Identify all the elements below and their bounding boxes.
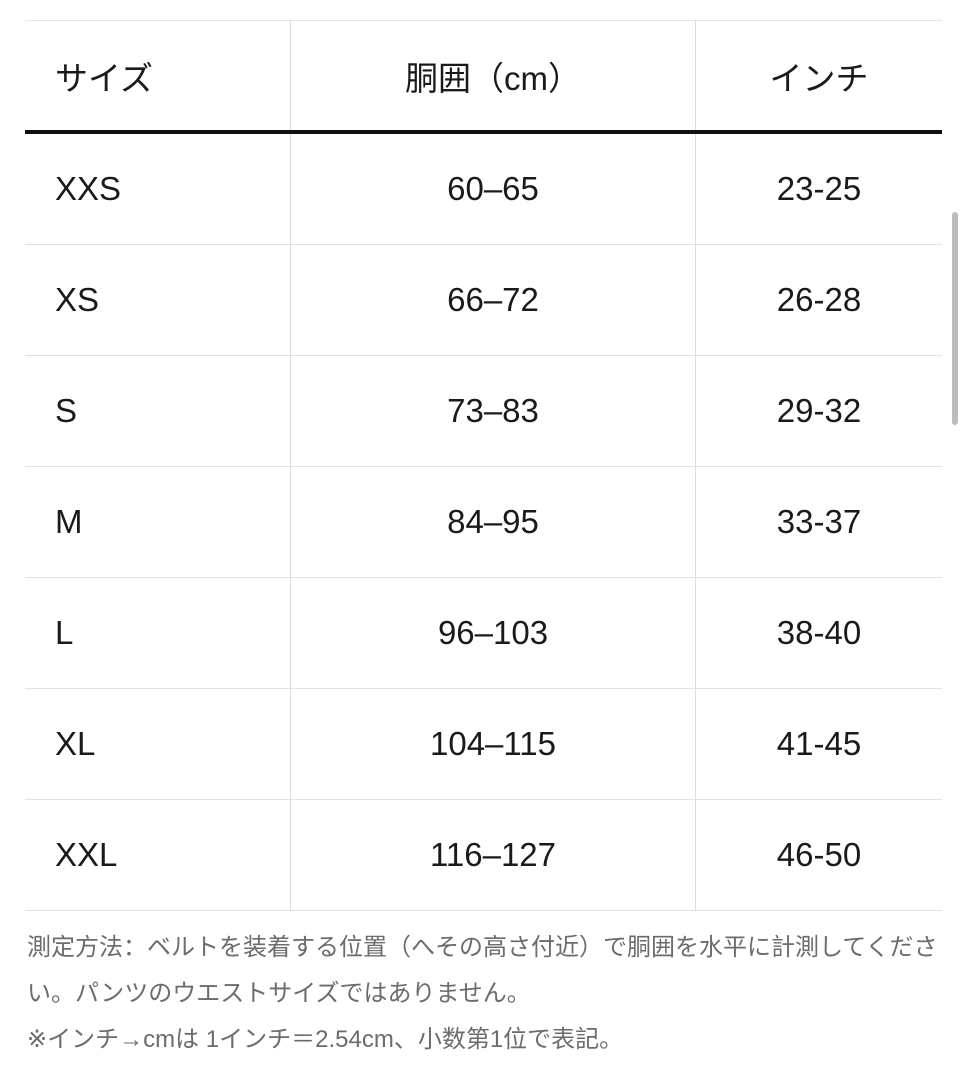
header-waist-cm: 胴囲（cm）	[291, 21, 696, 130]
table-header-row: サイズ 胴囲（cm） インチ	[25, 21, 942, 134]
cell-size: XXS	[25, 134, 291, 244]
table-row: S 73–83 29-32	[25, 356, 942, 467]
cell-size: S	[25, 356, 291, 466]
table-row: XXS 60–65 23-25	[25, 134, 942, 245]
cell-size: L	[25, 578, 291, 688]
cell-size: M	[25, 467, 291, 577]
cell-size: XXL	[25, 800, 291, 910]
table-row: XL 104–115 41-45	[25, 689, 942, 800]
cell-size: XL	[25, 689, 291, 799]
cell-inch: 33-37	[776, 503, 862, 540]
note-inch-conversion: ※インチ→cmは 1インチ＝2.54cm、小数第1位で表記。	[27, 1026, 624, 1053]
size-chart-table: サイズ 胴囲（cm） インチ XXS 60–65 23-25 XS 66–72 26-28…	[25, 20, 942, 911]
table-row: XS 66–72 26-28	[25, 245, 942, 356]
table-row: XXL 116–127 46-50	[25, 800, 942, 911]
cell-waist-cm: 66–72	[291, 245, 696, 355]
cell-inch: 41-45	[776, 725, 862, 762]
header-inch: インチ	[769, 59, 869, 97]
cell-inch: 26-28	[776, 281, 862, 318]
header-size: サイズ	[25, 21, 291, 130]
cell-waist-cm: 60–65	[291, 134, 696, 244]
cell-inch: 38-40	[776, 614, 862, 651]
cell-inch: 29-32	[776, 392, 862, 429]
scrollbar[interactable]	[952, 212, 958, 425]
cell-waist-cm: 96–103	[291, 578, 696, 688]
cell-inch: 46-50	[776, 836, 862, 873]
cell-waist-cm: 116–127	[291, 800, 696, 910]
measurement-note: 測定方法：ベルトを装着する位置（へその高さ付近）で胴囲を水平に計測してください。…	[27, 925, 957, 1063]
table-row: M 84–95 33-37	[25, 467, 942, 578]
table-row: L 96–103 38-40	[25, 578, 942, 689]
cell-waist-cm: 73–83	[291, 356, 696, 466]
cell-waist-cm: 104–115	[291, 689, 696, 799]
note-measurement-method: 測定方法：ベルトを装着する位置（へその高さ付近）で胴囲を水平に計測してください。…	[27, 934, 938, 1007]
cell-size: XS	[25, 245, 291, 355]
cell-waist-cm: 84–95	[291, 467, 696, 577]
cell-inch: 23-25	[776, 170, 862, 207]
